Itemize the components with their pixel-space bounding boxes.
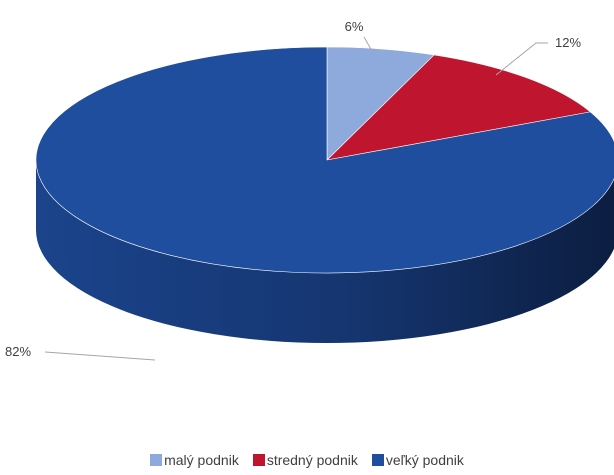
leader-line-stredny-podnik <box>495 42 548 76</box>
legend-swatch-stredny-podnik <box>252 454 265 466</box>
data-label-maly-podnik: 6% <box>345 19 364 34</box>
pie-side-velky-podnik <box>36 160 614 343</box>
legend-item-stredny-podnik: stredný podnik <box>252 452 358 468</box>
legend: malý podnik stredný podnik veľký podnik <box>0 452 614 468</box>
legend-swatch-maly-podnik <box>150 454 163 466</box>
legend-swatch-velky-podnik <box>371 454 384 466</box>
legend-label-maly-podnik: malý podnik <box>164 452 239 468</box>
leader-line-maly-podnik <box>363 36 373 52</box>
legend-item-velky-podnik: veľký podnik <box>371 452 464 468</box>
legend-item-maly-podnik: malý podnik <box>150 452 239 468</box>
pie-slice-velky-podnik <box>35 46 614 274</box>
data-label-stredny-podnik: 12% <box>555 35 581 50</box>
pie-slice-stredny-podnik <box>326 54 591 161</box>
leader-line-velky-podnik <box>44 351 156 361</box>
legend-label-stredny-podnik: stredný podnik <box>266 452 358 468</box>
data-label-velky-podnik: 82% <box>5 344 31 359</box>
legend-label-velky-podnik: veľký podnik <box>385 452 464 468</box>
